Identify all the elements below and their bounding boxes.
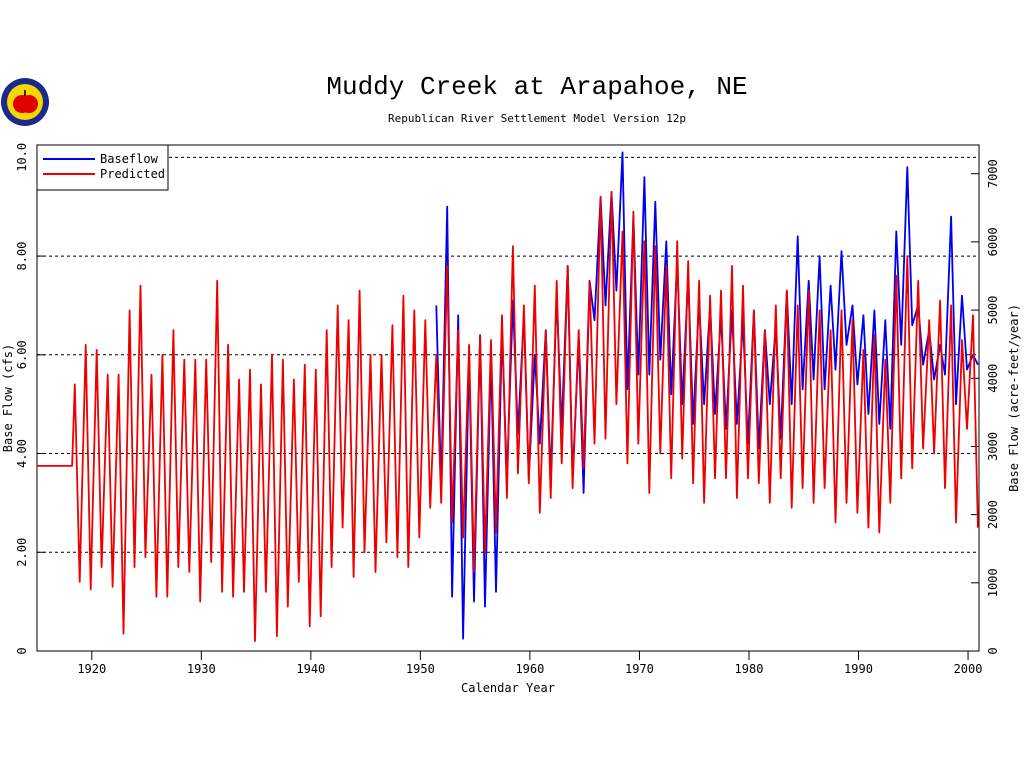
chart-title: Muddy Creek at Arapahoe, NE <box>326 72 747 102</box>
y2-tick-label: 5000 <box>986 296 1000 325</box>
y-tick-label: 4.00 <box>15 439 29 468</box>
legend-box <box>36 144 169 191</box>
chart-subtitle: Republican River Settlement Model Versio… <box>388 112 686 125</box>
y-tick-label: 2.00 <box>15 538 29 567</box>
y2-axis-label: Base Flow (acre-feet/year) <box>1007 304 1021 492</box>
x-tick-label: 1930 <box>187 662 216 676</box>
x-tick-label: 1980 <box>735 662 764 676</box>
legend-label: Predicted <box>100 167 165 181</box>
y2-tick-label: 1000 <box>986 568 1000 597</box>
series-line <box>37 191 979 642</box>
logo <box>1 78 49 126</box>
x-tick-label: 2000 <box>954 662 983 676</box>
x-tick-label: 1970 <box>625 662 654 676</box>
x-tick-label: 1950 <box>406 662 435 676</box>
y2-tick-label: 3000 <box>986 432 1000 461</box>
y2-tick-label: 2000 <box>986 500 1000 529</box>
x-axis-label: Calendar Year <box>461 681 555 695</box>
x-tick-label: 1920 <box>77 662 106 676</box>
y2-tick-label: 4000 <box>986 364 1000 393</box>
x-tick-label: 1960 <box>515 662 544 676</box>
y-tick-label: 8.00 <box>15 242 29 271</box>
y-tick-label: 6.00 <box>15 340 29 369</box>
y2-tick-label: 6000 <box>986 227 1000 256</box>
x-tick-label: 1990 <box>844 662 873 676</box>
y-tick-label: 0 <box>15 647 29 654</box>
y-tick-label: 10.0 <box>15 143 29 172</box>
plot-frame <box>36 144 980 652</box>
legend-label: Baseflow <box>100 152 159 166</box>
x-tick-label: 1940 <box>296 662 325 676</box>
y2-tick-label: 0 <box>986 647 1000 654</box>
y-axis-label: Base Flow (cfs) <box>1 344 15 452</box>
y2-tick-label: 7000 <box>986 159 1000 188</box>
